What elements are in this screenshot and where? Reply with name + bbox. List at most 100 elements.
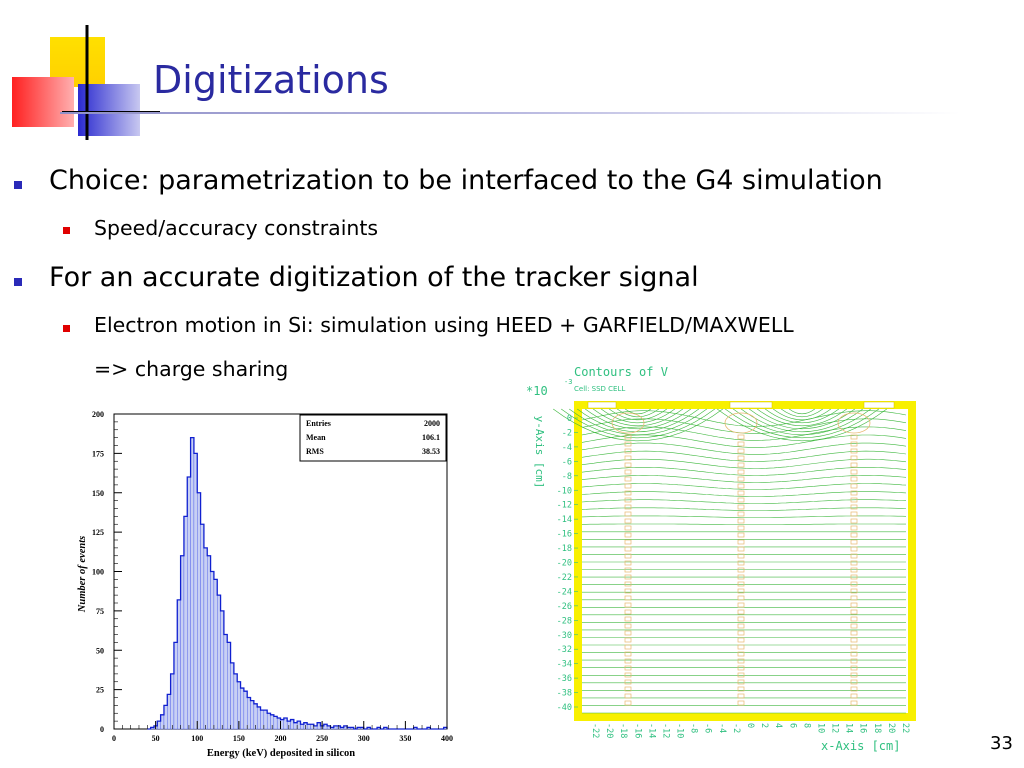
- x-tick-label: 200: [275, 734, 287, 743]
- bullet-1: Choice: parametrization to be interfaced…: [49, 165, 883, 196]
- bullet-marker: [14, 181, 22, 189]
- equipotential-arc: [789, 408, 815, 415]
- contour-value-label: [850, 665, 858, 671]
- histogram-bar: [240, 687, 245, 730]
- contour-value-label: [850, 497, 858, 503]
- x-tick-label: -8: [689, 723, 699, 733]
- contour-value-label: [611, 412, 645, 434]
- y-tick-label: -12: [557, 501, 572, 511]
- contour-value-label: [624, 560, 632, 566]
- histogram-bar: [190, 437, 195, 730]
- x-tick-label: 18: [872, 723, 882, 733]
- title-underline: [60, 112, 960, 114]
- energy-histogram: 0 25 50 75 100 125 150 175 200 0 50 100 150 200 250 30…: [77, 410, 453, 759]
- contour-value-label: [624, 476, 632, 482]
- histogram-bar: [260, 709, 265, 730]
- x-tick-label: -12: [660, 723, 670, 738]
- contour-value-label: [850, 455, 858, 461]
- x-tick-label: 150: [233, 734, 245, 743]
- contour-value-label: [737, 595, 745, 601]
- contour-value-label: [737, 623, 745, 629]
- equipotential-arc: [725, 408, 879, 439]
- contour-value-label: [850, 581, 858, 587]
- contour-value-label: [624, 588, 632, 594]
- x-tick-label: -2: [731, 723, 741, 733]
- x-tick-label: -22: [590, 723, 600, 738]
- contour-value-label: [624, 637, 632, 643]
- x-tick-label: -14: [646, 723, 656, 738]
- histogram-bar: [266, 713, 271, 730]
- y-tick-label: 200: [92, 410, 104, 419]
- contour-value-label: [737, 588, 745, 594]
- contour-value-label: [624, 595, 632, 601]
- contour-value-label: [850, 588, 858, 594]
- histogram-bar: [300, 724, 305, 730]
- contour-title: Contours of V: [574, 365, 668, 379]
- contour-value-label: [737, 700, 745, 706]
- equipotential-arc: [749, 408, 855, 430]
- contour-value-label: [624, 546, 632, 552]
- contour-value-label: [737, 483, 745, 489]
- y-tick-label: -2: [562, 428, 572, 438]
- contour-value-label: [850, 616, 858, 622]
- contour-value-label: [737, 434, 745, 440]
- y-tick-label: -24: [557, 587, 572, 597]
- equipotential-line: [581, 450, 907, 462]
- equipotential-arc: [773, 408, 831, 420]
- contour-value-label: [624, 581, 632, 587]
- y-tick-label: -8: [562, 472, 572, 482]
- y-tick-label: -4: [562, 443, 572, 453]
- contour-value-label: [624, 672, 632, 678]
- equipotential-line: [582, 523, 906, 525]
- contour-value-label: [737, 462, 745, 468]
- contour-value-label: [624, 504, 632, 510]
- y-tick-label: -30: [557, 631, 572, 641]
- stats-value: 2000: [424, 419, 440, 428]
- contour-value-label: [624, 700, 632, 706]
- contour-value-label: [624, 497, 632, 503]
- y-tick-label: -20: [557, 559, 572, 569]
- contour-value-label: [624, 462, 632, 468]
- contour-value-label: [737, 441, 745, 447]
- contour-value-label: [737, 651, 745, 657]
- histogram-bar: [250, 700, 255, 730]
- histogram-bar: [203, 547, 208, 730]
- contour-value-label: [850, 700, 858, 706]
- y-tick-label: -26: [557, 602, 572, 612]
- contour-field: [553, 401, 916, 721]
- contour-value-label: [624, 623, 632, 629]
- contour-value-label: [737, 546, 745, 552]
- equipotential-arc: [593, 408, 683, 426]
- equipotential-arc: [585, 408, 691, 430]
- contour-value-label: [737, 518, 745, 524]
- contour-value-label: [737, 497, 745, 503]
- contour-value-label: [624, 469, 632, 475]
- equipotential-line: [581, 434, 907, 448]
- contour-value-label: [624, 539, 632, 545]
- contour-value-label: [624, 518, 632, 524]
- contour-value-label: [737, 581, 745, 587]
- contour-value-label: [837, 412, 871, 434]
- contour-subtitle: Cell: SSD CELL: [574, 385, 625, 393]
- x-tick-label: 0: [112, 734, 116, 743]
- contour-value-label: [624, 567, 632, 573]
- stats-box-frame: [299, 414, 447, 462]
- y-tick-label: -34: [557, 660, 572, 670]
- x-tick-label: 6: [787, 723, 797, 728]
- contour-value-label: [737, 511, 745, 517]
- contour-value-label: [850, 469, 858, 475]
- contour-value-label: [624, 553, 632, 559]
- contour-value-label: [850, 490, 858, 496]
- x-tick-label: 8: [801, 723, 811, 728]
- contour-value-label: [737, 553, 745, 559]
- y-tick-label: -18: [557, 544, 572, 554]
- contour-value-label: [624, 651, 632, 657]
- contour-value-label: [850, 462, 858, 468]
- histogram-bar: [207, 555, 211, 730]
- equipotential-line: [581, 426, 907, 441]
- contour-value-label: [850, 609, 858, 615]
- decorative-corner-graphic: [12, 25, 160, 140]
- sub-bullet-marker: [63, 227, 70, 234]
- x-tick-label: 50: [152, 734, 160, 743]
- histogram-bar: [217, 594, 221, 730]
